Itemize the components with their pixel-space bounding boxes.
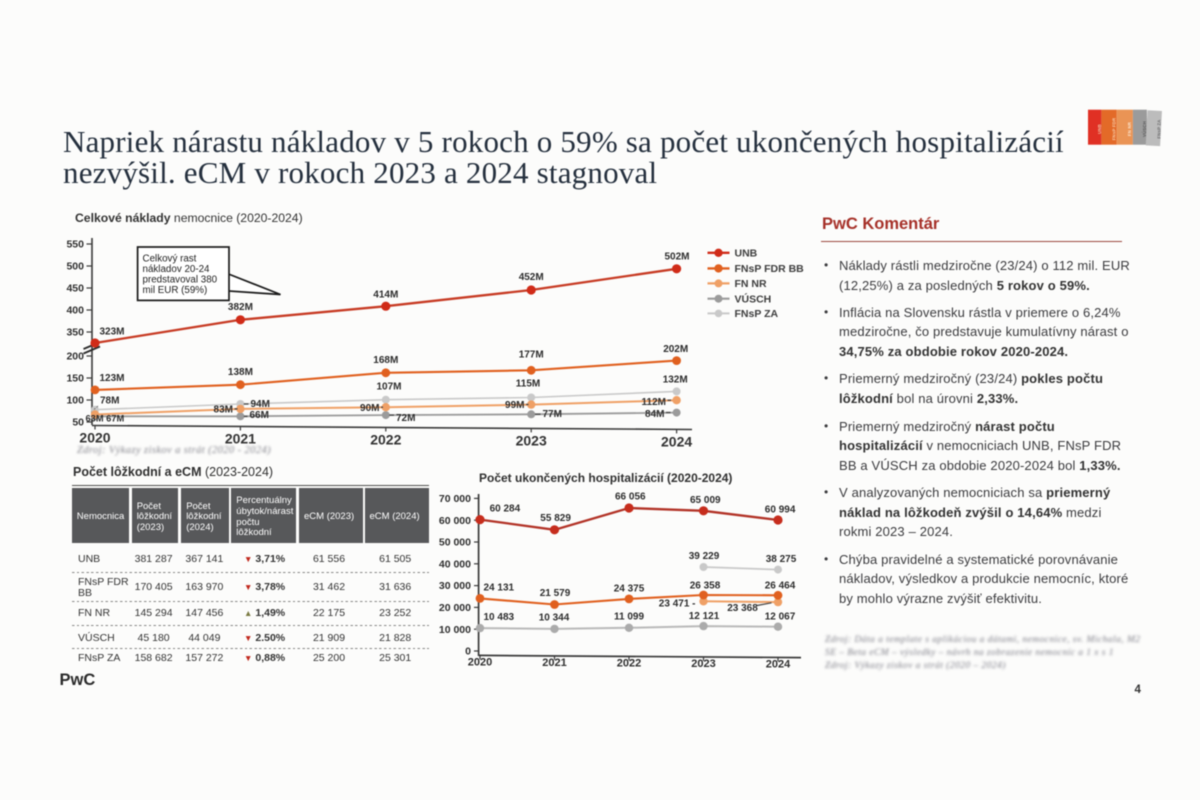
svg-text:50 000: 50 000 [439, 537, 471, 549]
svg-text:90M: 90M [360, 403, 379, 414]
svg-text:60 994: 60 994 [765, 504, 796, 515]
svg-text:mil EUR (59%): mil EUR (59%) [143, 285, 208, 296]
svg-text:60 284: 60 284 [490, 503, 521, 514]
svg-text:55 829: 55 829 [540, 513, 571, 524]
svg-text:UNB: UNB [1097, 124, 1102, 134]
svg-text:2022: 2022 [370, 431, 401, 447]
svg-text:323M: 323M [100, 327, 125, 338]
svg-text:66M: 66M [250, 410, 269, 421]
svg-text:2023: 2023 [691, 658, 715, 670]
svg-text:10 000: 10 000 [439, 624, 471, 636]
svg-text:predstavoval 380: predstavoval 380 [143, 275, 218, 286]
svg-text:99M: 99M [505, 400, 524, 411]
svg-text:0: 0 [465, 646, 471, 658]
svg-text:132M: 132M [663, 375, 688, 386]
svg-text:138M: 138M [228, 367, 253, 378]
svg-text:FNsP ZA: FNsP ZA [1157, 119, 1162, 138]
svg-text:65 009: 65 009 [690, 495, 721, 506]
svg-text:VÚSCH: VÚSCH [1142, 121, 1147, 137]
svg-text:UNB: UNB [735, 248, 758, 260]
svg-text:38 275: 38 275 [766, 554, 797, 565]
svg-text:26 358: 26 358 [690, 580, 721, 591]
svg-text:11 099: 11 099 [614, 612, 644, 623]
svg-text:400: 400 [66, 305, 84, 317]
svg-text:382M: 382M [228, 302, 253, 313]
svg-text:115M: 115M [516, 379, 540, 390]
svg-text:12 121: 12 121 [689, 611, 720, 622]
svg-text:24 375: 24 375 [614, 584, 645, 595]
svg-text:23 368: 23 368 [727, 603, 758, 614]
svg-text:502M: 502M [664, 252, 689, 263]
svg-text:94M: 94M [251, 399, 270, 410]
svg-text:60 000: 60 000 [439, 515, 471, 527]
svg-text:nákladov 20-24: nákladov 20-24 [143, 264, 211, 275]
svg-text:FNsP FDR BB: FNsP FDR BB [735, 263, 805, 275]
svg-text:12 067: 12 067 [765, 612, 796, 623]
svg-text:70 000: 70 000 [439, 493, 471, 505]
svg-text:2024: 2024 [766, 659, 791, 671]
svg-text:202M: 202M [663, 344, 688, 355]
svg-text:66 056: 66 056 [615, 492, 646, 503]
svg-text:Celkový rast: Celkový rast [143, 254, 197, 265]
svg-text:63M 67M: 63M 67M [86, 414, 125, 424]
svg-text:100: 100 [66, 395, 84, 407]
svg-text:414M: 414M [373, 289, 398, 300]
svg-text:168M: 168M [373, 355, 398, 366]
svg-text:24 131: 24 131 [484, 582, 515, 593]
svg-text:2020: 2020 [79, 430, 110, 446]
svg-text:40 000: 40 000 [439, 558, 471, 570]
svg-text:550: 550 [66, 239, 84, 251]
svg-text:50: 50 [72, 417, 84, 429]
svg-text:177M: 177M [519, 350, 544, 361]
svg-text:500: 500 [66, 261, 84, 273]
svg-text:FNsP ZA: FNsP ZA [735, 308, 779, 320]
svg-text:10 483: 10 483 [484, 612, 515, 623]
svg-text:26 464: 26 464 [765, 581, 796, 592]
svg-text:30 000: 30 000 [439, 580, 471, 592]
svg-text:23 471 -: 23 471 - [659, 599, 696, 610]
svg-text:350: 350 [66, 327, 84, 339]
svg-text:84M: 84M [645, 409, 664, 420]
svg-text:450: 450 [66, 283, 84, 295]
svg-text:21 579: 21 579 [540, 588, 571, 599]
svg-text:VÚSCH: VÚSCH [735, 293, 772, 306]
svg-text:107M: 107M [376, 382, 401, 393]
svg-text:123M: 123M [100, 373, 125, 384]
svg-text:200: 200 [66, 351, 84, 363]
svg-text:83M: 83M [214, 405, 233, 416]
svg-text:150: 150 [66, 373, 84, 385]
svg-text:452M: 452M [519, 272, 544, 283]
svg-text:2023: 2023 [516, 432, 547, 448]
svg-text:FN NR: FN NR [1127, 121, 1132, 136]
svg-text:2020: 2020 [468, 657, 492, 669]
svg-text:39 229: 39 229 [689, 551, 720, 562]
svg-text:2021: 2021 [225, 431, 256, 447]
svg-text:2024: 2024 [661, 433, 692, 449]
svg-text:20 000: 20 000 [439, 602, 471, 614]
svg-text:FN NR: FN NR [735, 278, 767, 290]
svg-text:112M: 112M [642, 397, 666, 408]
svg-text:78M: 78M [100, 396, 119, 407]
svg-text:77M: 77M [543, 409, 562, 420]
svg-text:10 344: 10 344 [539, 612, 570, 623]
svg-text:FNsP FDR: FNsP FDR [1112, 117, 1117, 140]
svg-text:2022: 2022 [617, 658, 641, 670]
svg-text:2021: 2021 [542, 657, 566, 669]
svg-text:72M: 72M [396, 413, 415, 424]
